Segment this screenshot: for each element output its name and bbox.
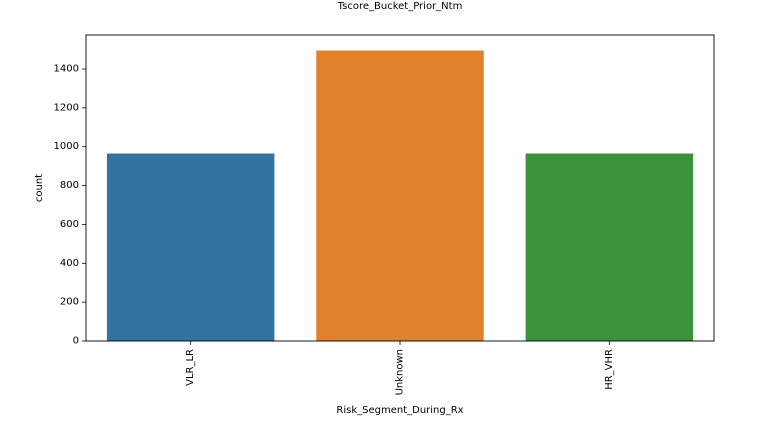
bars-layer <box>106 50 694 342</box>
y-tick-label: 200 <box>60 297 79 308</box>
y-tick-label: 400 <box>60 258 79 269</box>
x-tick-label: HR_VHR <box>604 349 615 390</box>
x-axis-ticks: VLR_LR Unknown HR_VHR <box>185 341 615 395</box>
y-tick-label: 600 <box>60 219 79 230</box>
y-tick-label: 1200 <box>54 102 79 113</box>
y-axis-label: count <box>34 174 45 202</box>
y-tick-label: 1400 <box>54 64 79 75</box>
bar-vlr-lr <box>106 153 275 341</box>
chart-title: Tscore_Bucket_Prior_Ntm <box>337 1 463 12</box>
bar-hr-vhr <box>525 153 694 341</box>
bar-unknown <box>316 50 484 342</box>
y-tick-label: 0 <box>73 336 79 347</box>
x-axis-label: Risk_Segment_During_Rx <box>336 405 463 416</box>
y-tick-label: 800 <box>60 180 79 191</box>
y-axis-ticks: 0 200 400 600 800 1000 1200 1400 <box>54 64 86 347</box>
x-tick-label: Unknown <box>395 349 406 395</box>
y-tick-label: 1000 <box>54 141 79 152</box>
x-tick-label: VLR_LR <box>185 349 196 386</box>
